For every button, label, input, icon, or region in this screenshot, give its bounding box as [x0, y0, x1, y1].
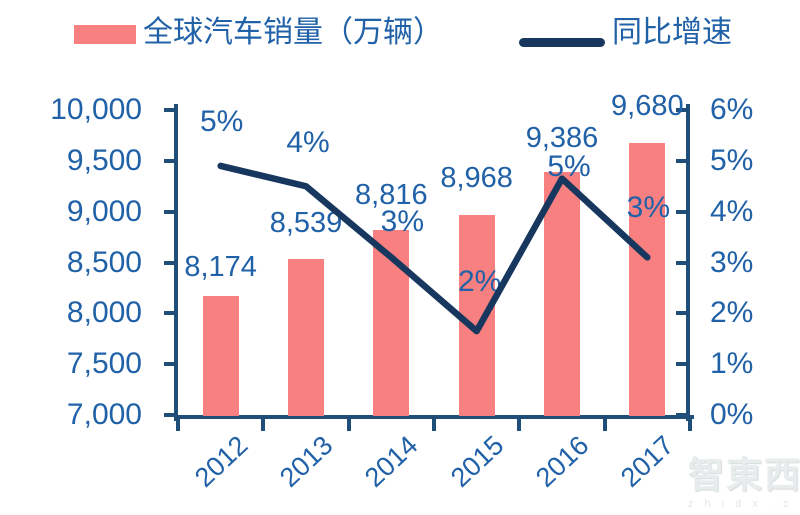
y-axis-left-tick [164, 260, 176, 265]
y-axis-right-tick-label: 6% [710, 93, 754, 126]
y-axis-right-tick-label: 5% [710, 143, 754, 177]
y-axis-right-tick-label: 2% [710, 296, 754, 330]
y-axis-right-tick [676, 311, 688, 316]
legend-line-label: 同比增速 [612, 16, 732, 49]
bar-2013 [288, 258, 324, 416]
x-axis-tick [688, 419, 692, 431]
y-axis-right-tick-label: 0% [710, 398, 754, 431]
growth-value-label: 4% [286, 126, 330, 160]
x-axis-label-2013: 2013 [274, 430, 339, 493]
y-axis-left-tick-label: 7,500 [66, 347, 142, 381]
y-axis-left-tick-label: 8,000 [66, 296, 142, 330]
y-axis-right-tick-label: 4% [710, 194, 754, 228]
bar-value-label: 9,680 [611, 89, 684, 122]
y-axis-left-tick [164, 158, 176, 163]
watermark-brand: 智東西 [688, 454, 800, 495]
x-axis-label-2017: 2017 [615, 430, 680, 493]
y-axis-right-tick [676, 209, 688, 214]
y-axis-left-tick-label: 9,000 [66, 194, 142, 228]
growth-value-label: 5% [199, 104, 244, 138]
legend: 全球汽车销量（万辆） 同比增速 [0, 0, 800, 60]
bar-value-label: 9,386 [525, 122, 599, 155]
y-axis-right-tick [676, 158, 688, 163]
y-axis-left-tick [164, 108, 176, 112]
y-axis-right-tick [676, 413, 688, 417]
growth-value-label: 3% [380, 205, 424, 239]
x-axis [174, 415, 694, 419]
bar-2015 [458, 214, 495, 416]
bar-2012 [202, 295, 239, 416]
x-axis-tick [346, 419, 351, 431]
x-axis-tick [432, 419, 436, 431]
y-axis-right [686, 104, 690, 421]
y-axis-left-tick [164, 209, 176, 214]
y-axis-left-tick-label: 9,500 [66, 143, 142, 177]
y-axis-left-tick [164, 362, 176, 367]
growth-value-label: 5% [547, 149, 591, 183]
bar-value-label: 8,174 [184, 250, 257, 283]
y-axis-left-tick [164, 311, 176, 316]
x-axis-tick [517, 419, 522, 431]
y-axis-right-tick [676, 362, 688, 367]
x-axis-tick [602, 419, 607, 431]
x-axis-label-2014: 2014 [359, 430, 424, 493]
y-axis-right-tick-label: 3% [710, 245, 754, 279]
x-axis-tick [176, 419, 180, 431]
legend-line-swatch-icon [519, 38, 605, 47]
y-axis-right-tick-label: 1% [710, 347, 754, 381]
y-axis-right-tick [676, 260, 688, 265]
legend-bar-label: 全球汽车销量（万辆） [143, 16, 443, 49]
watermark: 智東西 z h i d x . c o m [688, 446, 800, 512]
x-axis-label-2015: 2015 [444, 430, 510, 493]
y-axis-left-tick [164, 413, 176, 417]
growth-value-label: 2% [457, 265, 502, 299]
y-axis-right-tick [676, 108, 688, 112]
y-axis-left-tick-label: 10,000 [50, 93, 142, 126]
bar-2014 [373, 230, 410, 416]
bar-2017 [629, 142, 666, 416]
bar-2016 [544, 172, 580, 416]
y-axis-left [174, 104, 178, 421]
bar-value-label: 8,968 [440, 161, 513, 194]
x-axis-label-2012: 2012 [188, 430, 254, 493]
x-axis-label-2016: 2016 [530, 430, 595, 493]
y-axis-left-tick-label: 8,500 [66, 245, 142, 279]
legend-bar-swatch-icon [74, 25, 136, 44]
growth-value-label: 3% [626, 191, 670, 225]
watermark-domain: z h i d x . c o m [688, 498, 800, 510]
y-axis-left-tick-label: 7,000 [66, 398, 142, 431]
x-axis-tick [261, 419, 266, 431]
